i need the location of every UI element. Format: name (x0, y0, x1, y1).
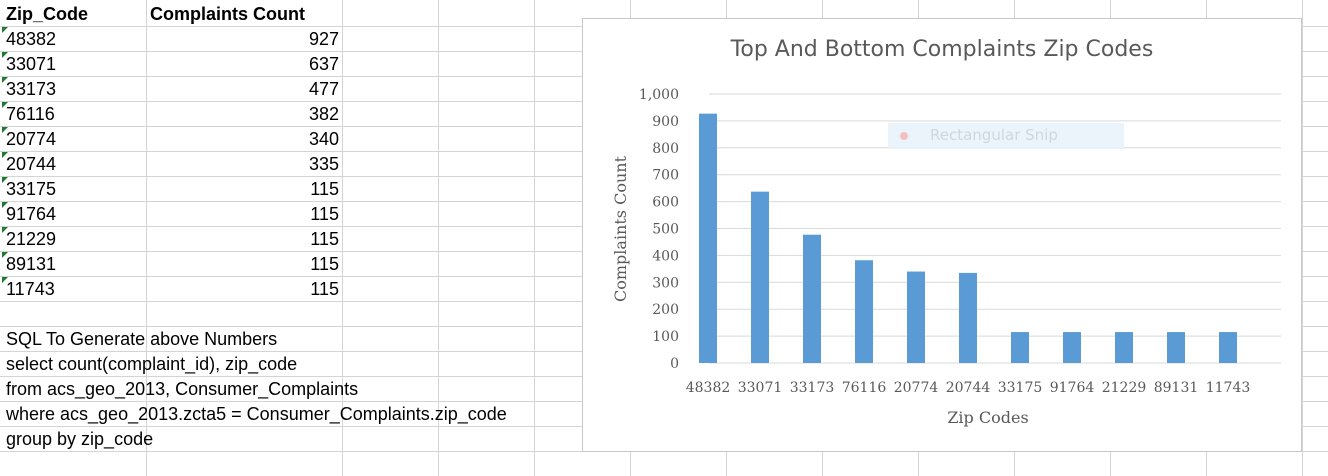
y-tick-label: 700 (652, 168, 679, 184)
sql-line[interactable]: group by zip_code (6, 429, 154, 449)
y-axis-label: Complaints Count (611, 155, 630, 302)
zip-cell[interactable]: 11743 (6, 279, 55, 299)
count-cell[interactable]: 115 (310, 254, 339, 274)
bar[interactable] (803, 234, 821, 363)
count-cell[interactable]: 115 (310, 204, 339, 224)
count-cell[interactable]: 382 (308, 104, 339, 124)
error-indicator-icon (2, 227, 8, 233)
zip-cell[interactable]: 21229 (6, 229, 57, 249)
rectangular-snip-overlay[interactable]: Rectangular Snip (888, 123, 1124, 149)
x-tick-label: 33173 (790, 380, 835, 396)
chart-title: Top And Bottom Complaints Zip Codes (730, 37, 1154, 62)
count-cell[interactable]: 477 (308, 79, 339, 99)
bar[interactable] (1167, 332, 1185, 363)
error-indicator-icon (2, 152, 8, 158)
bar[interactable] (855, 260, 873, 363)
x-tick-label: 76116 (842, 380, 887, 396)
y-tick-label: 1,000 (639, 87, 679, 103)
bar[interactable] (699, 113, 717, 364)
zip-cell[interactable]: 33175 (6, 179, 57, 199)
bar[interactable] (751, 191, 769, 363)
bar[interactable] (1011, 332, 1029, 363)
y-tick-label: 800 (652, 141, 679, 157)
error-indicator-icon (2, 252, 8, 258)
header-zip-code[interactable]: Zip_Code (6, 4, 89, 24)
x-tick-label: 33175 (998, 380, 1043, 396)
y-tick-label: 400 (652, 248, 679, 264)
x-tick-label: 20744 (946, 380, 991, 396)
zip-cell[interactable]: 76116 (6, 104, 55, 124)
bar-chart[interactable]: Top And Bottom Complaints Zip Codes 0 100… (582, 18, 1302, 452)
zip-cell[interactable]: 48382 (6, 29, 57, 49)
y-tick-label: 300 (652, 275, 679, 291)
error-indicator-icon (2, 52, 8, 58)
y-tick-label: 0 (670, 356, 679, 372)
zip-cell[interactable]: 20744 (6, 154, 57, 174)
grid-column-line (438, 0, 439, 476)
bar[interactable] (959, 272, 977, 363)
count-cell[interactable]: 335 (308, 154, 339, 174)
y-tick-label: 100 (652, 329, 679, 345)
bar[interactable] (1219, 332, 1237, 363)
error-indicator-icon (2, 177, 8, 183)
error-indicator-icon (2, 277, 8, 283)
chart-plot: 0 100 200 300 400 500 600 700 800 900 1,000 48382 33… (611, 87, 1281, 427)
x-axis-label: Zip Codes (947, 408, 1028, 427)
x-tick-label: 11743 (1206, 380, 1251, 396)
count-cell[interactable]: 115 (310, 229, 339, 249)
error-indicator-icon (2, 202, 8, 208)
x-tick-label: 48382 (686, 380, 731, 396)
count-cell[interactable]: 637 (308, 54, 339, 74)
snip-label: Rectangular Snip (930, 126, 1058, 144)
y-tick-label: 600 (652, 195, 679, 211)
sql-line[interactable]: select count(complaint_id), zip_code (6, 354, 298, 374)
zip-cell[interactable]: 20774 (6, 129, 57, 149)
zip-cell[interactable]: 91764 (6, 204, 57, 224)
bar[interactable] (907, 271, 925, 363)
x-tick-label: 91764 (1050, 380, 1095, 396)
x-tick-label: 89131 (1154, 380, 1199, 396)
count-cell[interactable]: 340 (308, 129, 339, 149)
record-dot-icon (900, 132, 908, 140)
grid-column-line (342, 0, 343, 476)
count-cell[interactable]: 927 (308, 29, 339, 49)
zip-cell[interactable]: 33071 (6, 54, 57, 74)
grid-column-line (146, 0, 147, 476)
error-indicator-icon (2, 27, 8, 33)
sql-line[interactable]: SQL To Generate above Numbers (6, 329, 278, 349)
bar[interactable] (1063, 332, 1081, 363)
count-cell[interactable]: 115 (310, 279, 339, 299)
sql-line[interactable]: where acs_geo_2013.zcta5 = Consumer_Comp… (6, 404, 507, 424)
header-complaints-count[interactable]: Complaints Count (150, 4, 305, 24)
error-indicator-icon (2, 77, 8, 83)
y-tick-label: 200 (652, 302, 679, 318)
error-indicator-icon (2, 127, 8, 133)
x-tick-label: 33071 (738, 380, 783, 396)
grid-column-line (534, 0, 535, 476)
zip-cell[interactable]: 33173 (6, 79, 57, 99)
y-tick-label: 500 (652, 222, 679, 238)
y-tick-label: 900 (652, 114, 679, 130)
zip-cell[interactable]: 89131 (6, 254, 57, 274)
bar[interactable] (1115, 332, 1133, 363)
sql-line[interactable]: from acs_geo_2013, Consumer_Complaints (6, 379, 359, 399)
error-indicator-icon (2, 102, 8, 108)
x-tick-label: 21229 (1102, 380, 1147, 396)
count-cell[interactable]: 115 (310, 179, 339, 199)
x-tick-label: 20774 (894, 380, 939, 396)
grid-column-line (1302, 0, 1303, 476)
